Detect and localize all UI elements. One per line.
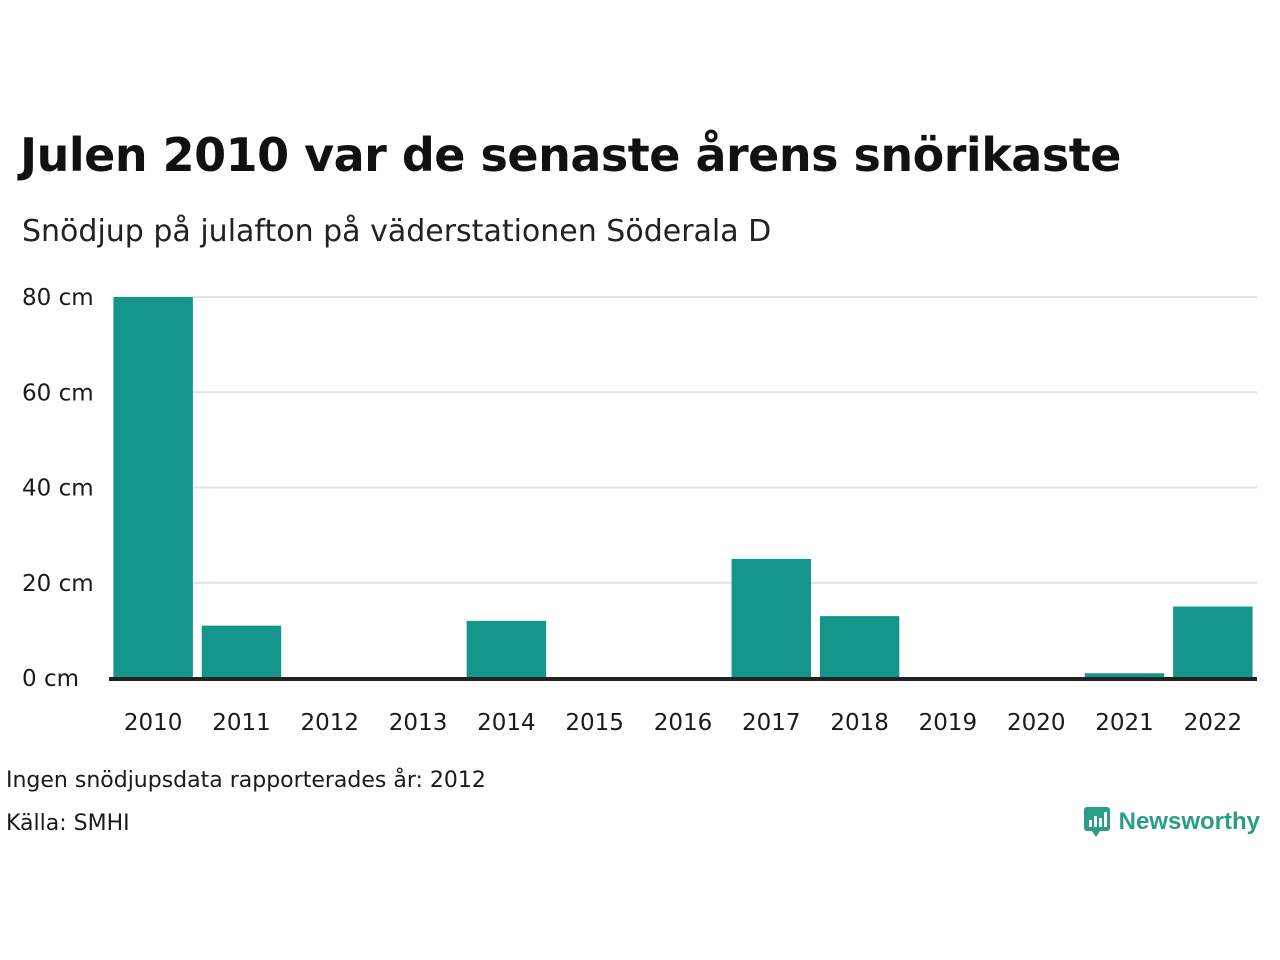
x-tick-label: 2017: [742, 710, 801, 736]
brand-logo: Newsworthy: [1083, 806, 1260, 838]
chart-subtitle: Snödjup på julafton på väderstationen Sö…: [22, 214, 772, 249]
missing-data-note: Ingen snödjupsdata rapporterades år: 201…: [6, 768, 486, 793]
y-tick-label: 20 cm: [22, 571, 94, 597]
bar: [819, 616, 900, 678]
x-tick-label: 2022: [1184, 710, 1243, 736]
grid-lines: [191, 296, 1257, 584]
bar-chart-speech-bubble-icon: [1083, 807, 1110, 837]
bar: [731, 558, 812, 678]
x-tick-label: 2011: [212, 710, 271, 736]
x-tick-label: 2015: [565, 710, 624, 736]
x-tick-label: 2013: [389, 710, 448, 736]
x-tick-label: 2018: [830, 710, 889, 736]
bar: [466, 620, 547, 678]
chart-title: Julen 2010 var de senaste årens snörikas…: [20, 128, 1121, 182]
y-tick-label: 80 cm: [22, 285, 94, 311]
x-axis-ticks: 2010 2011 2012 2013 2014 2015 2016 2017 2018 2019…: [124, 710, 1242, 736]
bar: [113, 297, 193, 678]
x-tick-label: 2014: [477, 710, 536, 736]
x-tick-label: 2021: [1095, 710, 1154, 736]
y-tick-label: 40 cm: [22, 476, 94, 502]
bar: [201, 625, 282, 678]
x-tick-label: 2010: [124, 710, 183, 736]
x-tick-label: 2012: [300, 710, 359, 736]
y-axis-ticks: 0 cm 20 cm 40 cm 60 cm 80 cm: [22, 285, 94, 692]
bars: [113, 297, 1253, 678]
source-note: Källa: SMHI: [6, 811, 130, 836]
x-tick-label: 2016: [654, 710, 713, 736]
x-tick-label: 2020: [1007, 710, 1066, 736]
y-tick-label: 60 cm: [22, 380, 94, 406]
brand-name: Newsworthy: [1118, 808, 1260, 835]
bar: [1173, 606, 1253, 678]
bar: [1084, 673, 1165, 678]
x-tick-label: 2019: [919, 710, 978, 736]
y-tick-label: 0 cm: [22, 666, 79, 692]
